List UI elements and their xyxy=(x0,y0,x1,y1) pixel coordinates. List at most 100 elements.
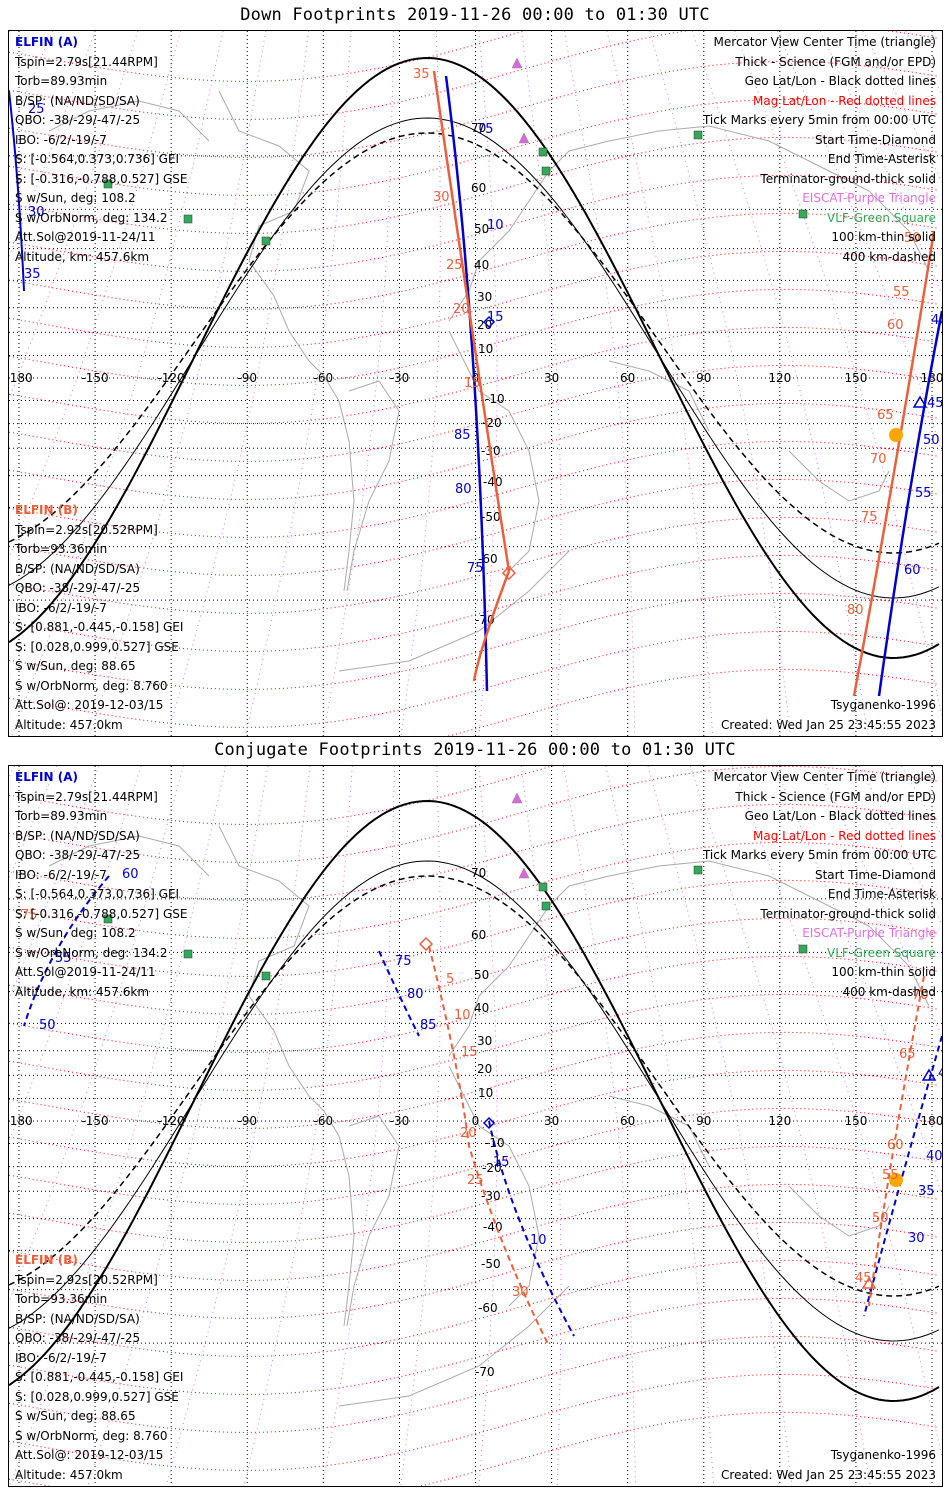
elfin-b-line: QBO: -38/-29/-47/-25 xyxy=(15,581,141,595)
elfin-b-tick-label: 30 xyxy=(433,190,450,205)
elfin-b-header: ELFIN (B) xyxy=(15,1253,78,1267)
vlf-icon xyxy=(693,865,703,875)
legend-item: 100 km-thin solid xyxy=(831,230,936,244)
mag-latitude-line xyxy=(9,288,940,386)
mag-latitude-line xyxy=(9,136,940,234)
lat-label: 20 xyxy=(477,1062,492,1076)
elfin-a-line: S w/Sun, deg: 108.2 xyxy=(15,191,136,205)
elfin-a-line: IBO: -6/2/-19/-7 xyxy=(15,867,107,882)
created-footer: Created: Wed Jan 25 23:45:55 2023 xyxy=(721,718,936,732)
mag-latitude-line xyxy=(9,1373,940,1471)
elfin-b-tick-label: 55 xyxy=(882,1168,899,1183)
legend-item: Tick Marks every 5min from 00:00 UTC xyxy=(702,113,936,127)
lon-label: 60 xyxy=(620,371,635,385)
mag-latitude-line xyxy=(9,174,940,272)
mag-longitude-line xyxy=(244,31,352,736)
mag-longitude-line xyxy=(9,766,184,1303)
eiscat-icon xyxy=(511,57,523,69)
legend-item: Tick Marks every 5min from 00:00 UTC xyxy=(702,848,936,862)
elfin-b-line: Tspin=2.92s[20.52RPM] xyxy=(15,522,158,537)
mag-latitude-line xyxy=(9,1183,940,1281)
elfin-a-line: Torb=89.93min xyxy=(15,809,108,823)
vlf-icon xyxy=(541,166,551,176)
coastline xyxy=(218,825,355,1327)
lon-label: 150 xyxy=(844,1114,867,1128)
elfin-b-line: Tspin=2.92s[20.52RPM] xyxy=(15,1272,158,1287)
coastline xyxy=(48,100,210,142)
elfin-b-line: B/SP: (NA/ND/SD/SA) xyxy=(15,561,140,576)
model-footer: Tsyganenko-1996 xyxy=(830,698,936,712)
elfin-b-line: IBO: -6/2/-19/-7 xyxy=(15,1350,107,1365)
elfin-a-tick-label: 55 xyxy=(55,951,72,966)
vlf-icon xyxy=(798,209,808,219)
lon-label: -90 xyxy=(237,1114,257,1128)
elfin-b-line: S: [0.881,-0.445,-0.158] GEI xyxy=(15,620,184,634)
elfin-a-track xyxy=(488,1120,575,1337)
coastline xyxy=(338,1285,570,1407)
legend-item: Terminator-ground-thick solid xyxy=(760,906,936,921)
elfin-a-line: Altitude, km: 457.6km xyxy=(15,984,150,999)
legend-item: Thick - Science (FGM and/or EPD) xyxy=(735,54,936,69)
elfin-a-tick-label: 75 xyxy=(467,561,484,576)
lon-label: 90 xyxy=(696,1114,711,1128)
mag-latitude-line xyxy=(9,364,940,462)
lon-label: -180 xyxy=(9,1114,33,1128)
created-footer: Created: Wed Jan 25 23:45:55 2023 xyxy=(721,1468,936,1482)
elfin-b-tick-label: 75 xyxy=(21,908,38,923)
elfin-b-tick-label: 10 xyxy=(454,1008,471,1023)
lat-label: -50 xyxy=(481,510,501,524)
elfin-a-tick-label: 15 xyxy=(487,310,504,325)
lon-label: -90 xyxy=(237,371,257,385)
start-diamond xyxy=(501,565,517,581)
elfin-a-tick-label: 25 xyxy=(28,102,45,117)
elfin-b-tick-label: 35 xyxy=(413,67,430,82)
elfin-a-line: Torb=89.93min xyxy=(15,74,108,88)
mag-longitude-line xyxy=(243,766,353,1486)
eiscat-icon xyxy=(518,867,530,879)
lon-label: -150 xyxy=(81,371,108,385)
elfin-b-line: QBO: -38/-29/-47/-25 xyxy=(15,1331,141,1345)
elfin-b-track xyxy=(432,70,511,682)
lon-label: -150 xyxy=(81,1114,108,1128)
subsolar-point xyxy=(889,428,903,442)
elfin-a-track-east xyxy=(877,310,942,697)
lat-label: -50 xyxy=(481,1257,501,1271)
elfin-b-line: IBO: -6/2/-19/-7 xyxy=(15,600,107,615)
elfin-a-line: B/SP: (NA/ND/SD/SA) xyxy=(15,93,140,108)
lon-label: 180 xyxy=(921,371,942,385)
lat-label: -10 xyxy=(485,392,505,406)
terminator-100km xyxy=(9,117,940,599)
mag-longitude-line xyxy=(858,766,942,926)
mag-latitude-line xyxy=(9,917,940,1015)
legend-item: Start Time-Diamond xyxy=(814,132,936,147)
mag-latitude-line xyxy=(9,60,940,158)
mag-longitude-line xyxy=(774,766,942,1197)
altitude-footer: Altitude: 457.0km xyxy=(15,718,123,732)
elfin-a-line: Altitude, km: 457.6km xyxy=(15,249,150,264)
elfin-b-tick-label: 80 xyxy=(847,603,864,618)
legend-item: Mercator View Center Time (triangle) xyxy=(713,35,936,49)
lon-label: 180 xyxy=(921,1114,942,1128)
elfin-b-track-east xyxy=(868,975,925,1307)
elfin-b-header: ELFIN (B) xyxy=(15,503,78,517)
legend-item: EISCAT-Purple Triangle xyxy=(802,191,936,205)
elfin-a-header: ELFIN (A) xyxy=(15,770,78,784)
elfin-a-tick-label: 85 xyxy=(420,1018,437,1033)
elfin-a-tick-label: 60 xyxy=(904,563,921,578)
map-canvas: -180 -150 -120 -90 -60 -30 0 30 60 90 120 150 180 70 6… xyxy=(9,31,942,736)
start-diamond xyxy=(482,315,496,329)
legend-item: Mercator View Center Time (triangle) xyxy=(713,770,936,784)
elfin-b-tick-label: 15 xyxy=(461,1045,478,1060)
elfin-b-track-east xyxy=(852,230,936,697)
eiscat-icon xyxy=(518,132,530,144)
elfin-a-line: S: [-0.316,-0.788,0.527] GSE xyxy=(15,906,188,921)
elfin-b-line: S: [0.028,0.999,0.527] GSE xyxy=(15,639,179,654)
elfin-a-tick-label: 50 xyxy=(923,433,940,448)
mag-longitude-line xyxy=(322,766,395,1486)
lon-label: -60 xyxy=(314,371,334,385)
coastline xyxy=(448,330,540,572)
vlf-icon xyxy=(798,944,808,954)
elfin-b-line: S: [0.881,-0.445,-0.158] GEI xyxy=(15,1370,184,1384)
elfin-b-tick-label: 25 xyxy=(446,258,463,273)
mag-latitude-line xyxy=(9,630,940,728)
